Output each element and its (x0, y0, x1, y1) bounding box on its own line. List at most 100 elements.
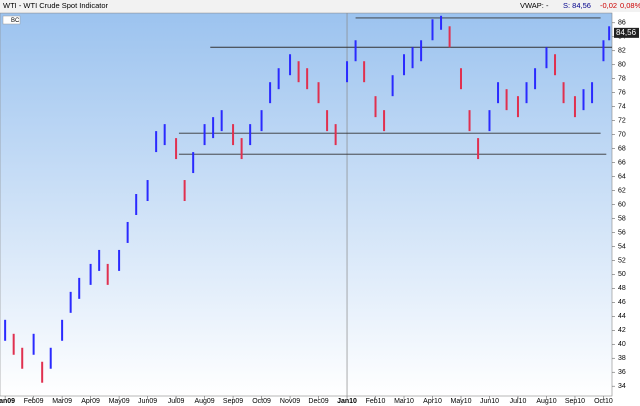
price-bar (260, 110, 263, 132)
x-tick-label: Mar09 (52, 398, 72, 405)
price-bar (534, 68, 537, 90)
x-tick-label: Jun10 (480, 398, 499, 405)
x-tick-label: Feb09 (24, 398, 44, 405)
price-bar (146, 180, 149, 202)
y-tick-label: 68 (618, 145, 626, 152)
price-bar (488, 110, 491, 132)
y-tick-label: 42 (618, 327, 626, 334)
y-tick-label: 56 (618, 229, 626, 236)
price-bar (220, 110, 223, 132)
x-tick-label: Feb10 (366, 398, 386, 405)
y-tick-label: 46 (618, 299, 626, 306)
price-bar (69, 291, 72, 313)
y-tick-label: 58 (618, 215, 626, 222)
price-bar (192, 152, 195, 174)
price-bar (391, 75, 394, 97)
price-bar (78, 277, 81, 299)
price-bar (459, 68, 462, 90)
y-tick-label: 40 (618, 341, 626, 348)
x-tick-label: Aug09 (194, 398, 214, 405)
y-tick-label: 80 (618, 62, 626, 69)
x-tick-label: Oct10 (594, 398, 613, 405)
price-bar (516, 96, 519, 118)
price-bar (249, 124, 252, 146)
y-tick-label: 36 (618, 369, 626, 376)
y-tick-label: 78 (618, 76, 626, 83)
price-bar (448, 26, 451, 48)
x-tick-label: Sep09 (223, 398, 243, 405)
price-bar (240, 138, 243, 160)
header-info-item: S: 84,56 (563, 1, 591, 10)
price-bar (554, 54, 557, 76)
price-bar (374, 96, 377, 118)
price-bar (420, 40, 423, 62)
price-bar (106, 263, 109, 285)
price-bar (403, 54, 406, 76)
price-bar (326, 110, 329, 132)
y-tick-label: 62 (618, 187, 626, 194)
y-tick-label: 34 (618, 383, 626, 390)
header-info-item: 0,08% (620, 1, 640, 10)
price-bar (183, 180, 186, 202)
y-tick-label: 48 (618, 285, 626, 292)
price-bar (89, 263, 92, 285)
price-bar (354, 40, 357, 62)
price-bar (49, 347, 52, 369)
last-price-box (614, 27, 639, 38)
x-tick-label: Jul09 (168, 398, 185, 405)
y-tick-label: 86 (618, 20, 626, 27)
price-bar (269, 82, 272, 104)
price-bar (363, 61, 366, 83)
price-bar (212, 117, 215, 139)
price-bar (203, 124, 206, 146)
header-bar (0, 0, 640, 12)
price-bar (21, 347, 24, 369)
x-tick-label: Oct09 (252, 398, 271, 405)
y-tick-label: 64 (618, 173, 626, 180)
x-tick-label: Mar10 (394, 398, 414, 405)
price-bar (41, 361, 44, 383)
x-tick-label: Sep10 (565, 398, 585, 405)
price-bar (32, 333, 35, 355)
price-bar (545, 47, 548, 69)
price-bar (61, 319, 64, 341)
y-tick-label: 66 (618, 159, 626, 166)
price-bar (163, 124, 166, 146)
price-bar (232, 124, 235, 146)
x-tick-label: Apr09 (81, 398, 100, 405)
price-bar (582, 89, 585, 111)
price-bar (118, 249, 121, 271)
price-bar (289, 54, 292, 76)
y-tick-label: 74 (618, 103, 626, 110)
price-bar (525, 82, 528, 104)
price-bar (135, 194, 138, 215)
price-bar (306, 68, 309, 90)
price-bar (277, 68, 280, 90)
y-tick-label: 82 (618, 48, 626, 55)
y-tick-label: 52 (618, 257, 626, 264)
price-bar (573, 96, 576, 118)
x-tick-label: Jul10 (510, 398, 527, 405)
price-bar (608, 26, 611, 41)
price-bar (468, 110, 471, 132)
header-info-item: VWAP: - (520, 1, 549, 10)
x-tick-label: May09 (109, 398, 130, 405)
price-bar (126, 221, 129, 243)
price-bar (175, 138, 178, 160)
y-tick-label: 54 (618, 243, 626, 250)
y-tick-label: 38 (618, 355, 626, 362)
y-tick-label: 70 (618, 131, 626, 138)
legend-box[interactable] (2, 15, 21, 25)
y-tick-label: 50 (618, 271, 626, 278)
y-tick-label: 44 (618, 313, 626, 320)
header-info: VWAP: - S: 84,56 -0,02 0,08% (520, 1, 640, 10)
x-tick-label: Jan09 (0, 398, 15, 405)
price-bar (155, 131, 158, 153)
y-tick-label: 76 (618, 90, 626, 97)
y-tick-label: 72 (618, 117, 626, 124)
price-bar (602, 40, 605, 62)
price-bar (477, 138, 480, 160)
legend-label[interactable]: BC (11, 18, 20, 24)
plot-area (0, 12, 613, 397)
price-bar (440, 15, 443, 30)
